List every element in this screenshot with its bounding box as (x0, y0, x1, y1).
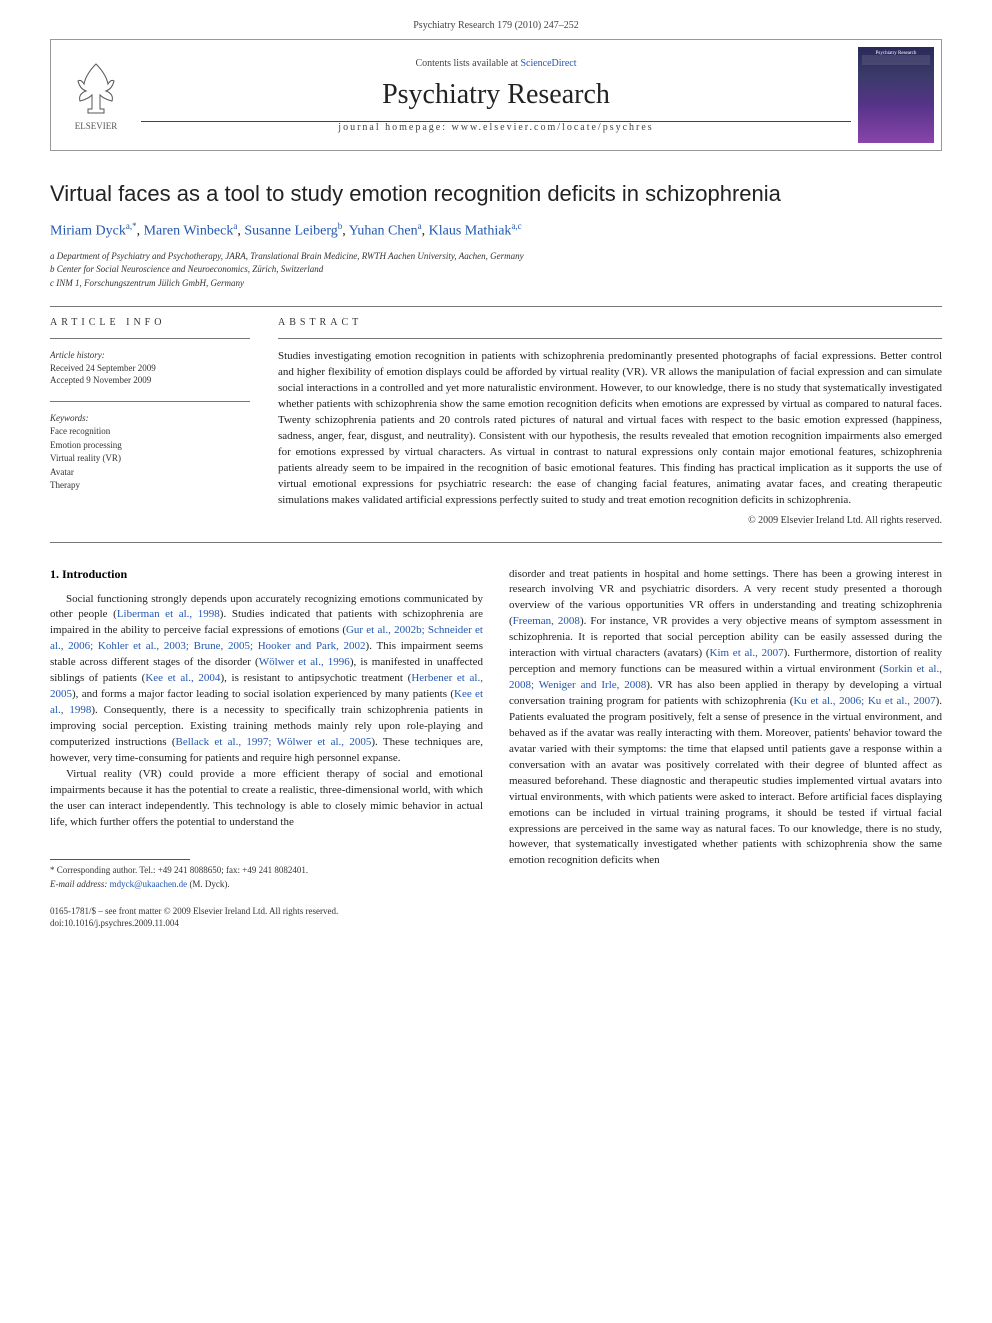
affiliation-line: a Department of Psychiatry and Psychothe… (50, 250, 942, 264)
keyword: Emotion processing (50, 439, 250, 453)
abstract-heading: ABSTRACT (278, 317, 942, 328)
corr-marker[interactable]: * (132, 221, 137, 231)
cover-label: Psychiatry Research (862, 51, 930, 56)
email-link[interactable]: mdyck@ukaachen.de (110, 879, 188, 889)
author-aff[interactable]: a,c (511, 221, 521, 231)
journal-name: Psychiatry Research (141, 79, 851, 111)
elsevier-logo: ELSEVIER (51, 40, 141, 150)
author-name[interactable]: Susanne Leiberg (244, 224, 337, 239)
contents-line: Contents lists available at ScienceDirec… (141, 58, 851, 69)
citation-link[interactable]: Wölwer et al., 1996 (259, 656, 350, 668)
author-aff[interactable]: b (338, 221, 343, 231)
journal-banner: ELSEVIER Contents lists available at Sci… (50, 39, 942, 151)
sciencedirect-link[interactable]: ScienceDirect (520, 58, 576, 69)
abstract-text: Studies investigating emotion recognitio… (278, 349, 942, 508)
body-text-run: ), and forms a major factor leading to s… (72, 688, 454, 700)
affiliation-line: b Center for Social Neuroscience and Neu… (50, 263, 942, 277)
author-name[interactable]: Maren Winbeck (144, 224, 234, 239)
citation-link[interactable]: Freeman, 2008 (513, 615, 580, 627)
doi-line: doi:10.1016/j.psychres.2009.11.004 (50, 917, 483, 930)
issn-line: 0165-1781/$ – see front matter © 2009 El… (50, 905, 483, 918)
email-label: E-mail address: (50, 879, 110, 889)
keyword: Avatar (50, 466, 250, 480)
citation-link[interactable]: Bellack et al., 1997; Wölwer et al., 200… (176, 736, 372, 748)
keywords-label: Keywords: (50, 412, 250, 426)
corresponding-author: * Corresponding author. Tel.: +49 241 80… (50, 864, 483, 877)
homepage-line: journal homepage: www.elsevier.com/locat… (141, 122, 851, 133)
section-heading: 1. Introduction (50, 567, 483, 582)
elsevier-tree-icon (66, 59, 126, 119)
contents-prefix: Contents lists available at (415, 58, 520, 69)
body-paragraph-2: Virtual reality (VR) could provide a mor… (50, 767, 483, 831)
affiliations: a Department of Psychiatry and Psychothe… (50, 250, 942, 291)
running-header: Psychiatry Research 179 (2010) 247–252 (0, 0, 992, 39)
affiliation-line: c INM 1, Forschungszentrum Jülich GmbH, … (50, 277, 942, 291)
article-title: Virtual faces as a tool to study emotion… (50, 181, 942, 207)
email-line: E-mail address: mdyck@ukaachen.de (M. Dy… (50, 878, 483, 891)
author-list: Miriam Dycka,*, Maren Winbecka, Susanne … (50, 221, 942, 240)
author-name[interactable]: Miriam Dyck (50, 224, 126, 239)
homepage-url: www.elsevier.com/locate/psychres (452, 122, 654, 133)
body-text-run: ). Patients evaluated the program positi… (509, 695, 942, 866)
received-date: Received 24 September 2009 (50, 362, 250, 375)
keyword: Virtual reality (VR) (50, 452, 250, 466)
homepage-prefix: journal homepage: (338, 122, 451, 133)
history-label: Article history: (50, 349, 250, 362)
publisher-label: ELSEVIER (75, 121, 118, 131)
email-suffix: (M. Dyck). (187, 879, 230, 889)
author-name[interactable]: Klaus Mathiak (429, 224, 512, 239)
citation-link[interactable]: Ku et al., 2006; Ku et al., 2007 (793, 695, 935, 707)
body-paragraph: disorder and treat patients in hospital … (509, 567, 942, 870)
copyright-line: © 2009 Elsevier Ireland Ltd. All rights … (278, 515, 942, 526)
article-info-heading: ARTICLE INFO (50, 317, 250, 328)
citation-link[interactable]: Kee et al., 2004 (145, 672, 220, 684)
citation-link[interactable]: Kim et al., 2007 (710, 647, 784, 659)
keyword: Therapy (50, 479, 250, 493)
author-name[interactable]: Yuhan Chen (349, 224, 418, 239)
body-paragraph: Social functioning strongly depends upon… (50, 592, 483, 831)
body-text-run: ), is resistant to antipsychotic treatme… (220, 672, 411, 684)
accepted-date: Accepted 9 November 2009 (50, 374, 250, 387)
author-aff[interactable]: a (418, 221, 422, 231)
journal-cover-thumb: Psychiatry Research (851, 40, 941, 150)
keyword: Face recognition (50, 425, 250, 439)
citation-link[interactable]: Liberman et al., 1998 (117, 608, 220, 620)
author-aff[interactable]: a (233, 221, 237, 231)
